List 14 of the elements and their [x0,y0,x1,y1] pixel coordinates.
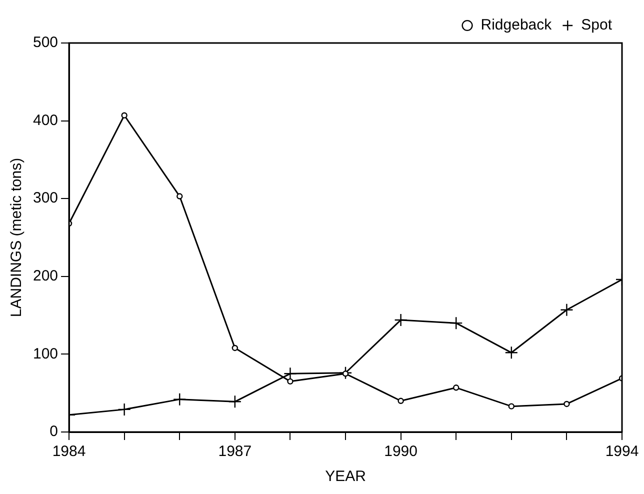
y-tick-label: 400 [32,112,58,129]
y-axis-title: LANDINGS (metic tons) [8,158,26,318]
y-tick-label: 0 [50,423,58,440]
y-tick-label: 100 [32,345,58,362]
x-tick-label: 1994 [605,443,639,460]
legend-label: Spot [581,16,613,34]
legend-label: Ridgeback [480,16,552,34]
y-tick-label: 200 [32,268,58,285]
x-axis-title: YEAR [325,468,366,486]
x-tick-label: 1987 [218,443,252,460]
y-tick-label: 500 [32,34,58,52]
x-tick-label: 1990 [384,443,418,460]
y-tick-label: 300 [32,190,58,207]
x-tick-label: 1984 [52,443,86,460]
